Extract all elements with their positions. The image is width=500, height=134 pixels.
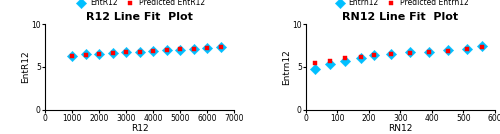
Predicted EntR12 [108,52,116,54]
Legend: Entrn12, Predicted Entrn12: Entrn12, Predicted Entrn12 [329,0,472,10]
Predicted EntR12 [190,48,198,50]
Predicted EntR12 [216,46,224,48]
Title: R12 Line Fit  Plot: R12 Line Fit Plot [86,12,193,22]
Entrn12 [478,45,486,47]
Predicted Entrn12 [478,46,486,48]
Entrn12 [425,51,433,53]
EntR12 [108,52,116,54]
Y-axis label: Entrn12: Entrn12 [282,49,290,85]
Predicted Entrn12 [406,52,414,54]
Entrn12 [342,60,349,62]
Predicted Entrn12 [312,62,320,64]
EntR12 [216,46,224,48]
Predicted EntR12 [149,50,157,52]
Entrn12 [357,57,365,59]
Y-axis label: EntR12: EntR12 [21,51,30,83]
Legend: EntR12, Predicted EntR12: EntR12, Predicted EntR12 [70,0,208,10]
Predicted Entrn12 [357,56,365,58]
Predicted Entrn12 [370,54,378,56]
Predicted EntR12 [176,48,184,51]
EntR12 [203,47,211,49]
EntR12 [190,48,198,50]
Predicted Entrn12 [462,48,470,50]
Entrn12 [387,53,395,55]
Entrn12 [312,68,320,70]
Predicted EntR12 [82,54,90,56]
EntR12 [95,53,103,55]
EntR12 [176,49,184,51]
EntR12 [136,51,143,53]
Predicted EntR12 [122,51,130,53]
Predicted Entrn12 [387,53,395,55]
EntR12 [162,49,170,51]
Predicted Entrn12 [425,51,433,53]
Predicted EntR12 [95,53,103,55]
EntR12 [68,55,76,57]
Title: RN12 Line Fit  Plot: RN12 Line Fit Plot [342,12,458,22]
Entrn12 [326,63,334,66]
Entrn12 [444,49,452,51]
Predicted EntR12 [203,47,211,49]
Entrn12 [406,51,414,53]
Predicted EntR12 [68,55,76,57]
EntR12 [149,50,157,52]
Entrn12 [462,48,470,50]
Predicted Entrn12 [444,50,452,52]
Predicted EntR12 [136,51,143,53]
X-axis label: R12: R12 [130,124,148,133]
Predicted Entrn12 [326,60,334,62]
X-axis label: RN12: RN12 [388,124,412,133]
EntR12 [122,51,130,53]
EntR12 [82,53,90,55]
Predicted Entrn12 [342,57,349,59]
Predicted EntR12 [162,49,170,51]
Entrn12 [370,54,378,56]
